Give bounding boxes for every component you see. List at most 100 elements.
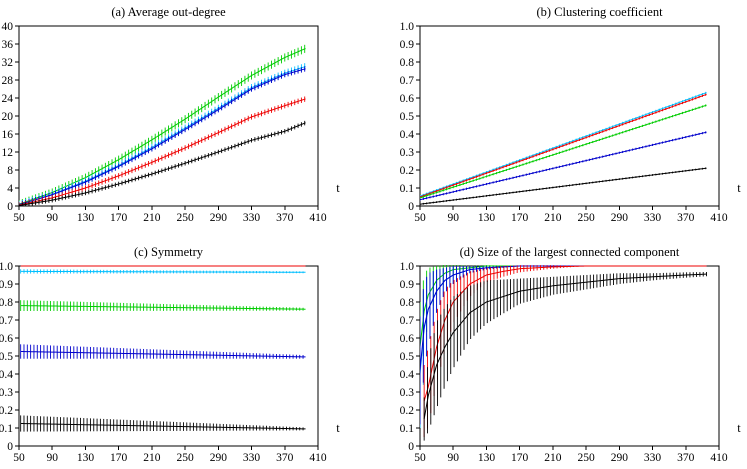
series-green (19, 44, 306, 206)
x-tick-label: 170 (110, 212, 128, 224)
y-tick-label: 0.9 (0, 279, 13, 291)
x-tick-label: 50 (13, 452, 25, 464)
series-green (420, 104, 707, 199)
x-tick-label: 290 (611, 452, 629, 464)
x-tick-label: 330 (644, 452, 662, 464)
x-axis-label: t (336, 421, 340, 435)
y-tick-label: 0 (408, 201, 414, 213)
y-tick-label: 0.4 (400, 369, 415, 381)
y-tick-label: 1.0 (400, 21, 415, 33)
x-tick-label: 410 (710, 212, 728, 224)
plot-area (20, 265, 306, 432)
x-tick-label: 50 (414, 452, 426, 464)
y-tick-label: 0.2 (0, 405, 13, 417)
x-tick-label: 90 (447, 212, 459, 224)
y-tick-label: 8 (7, 165, 13, 177)
y-tick-label: 0.7 (400, 315, 415, 327)
x-tick-label: 130 (478, 212, 496, 224)
plot-frame (419, 265, 720, 447)
y-tick-label: 12 (2, 147, 14, 159)
x-tick-label: 250 (577, 212, 595, 224)
x-tick-label: 170 (511, 452, 529, 464)
x-tick-label: 370 (677, 212, 695, 224)
y-tick-label: 0 (7, 201, 13, 213)
series-red (423, 265, 707, 437)
x-tick-label: 290 (210, 212, 228, 224)
series-cyan (20, 269, 306, 274)
y-tick-label: 32 (2, 57, 14, 69)
x-tick-label: 50 (13, 212, 25, 224)
y-tick-label: 0 (408, 441, 414, 453)
y-tick-label: 0.5 (0, 351, 13, 363)
x-tick-label: 130 (478, 452, 496, 464)
x-tick-label: 210 (544, 452, 562, 464)
y-tick-label: 1.0 (0, 261, 13, 273)
series-line-black (423, 273, 707, 420)
series-blue (20, 344, 306, 359)
x-tick-label: 370 (276, 452, 294, 464)
x-tick-label: 370 (276, 212, 294, 224)
x-tick-label: 250 (577, 452, 595, 464)
x-tick-label: 290 (210, 452, 228, 464)
y-tick-label: 1.0 (400, 261, 415, 273)
series-line-green (19, 48, 306, 205)
y-tick-label: 0.2 (400, 165, 415, 177)
x-axis-label: t (737, 181, 741, 195)
series-blue (420, 131, 707, 201)
y-tick-label: 28 (2, 75, 14, 87)
plot-frame (18, 25, 319, 207)
panel-average-out-degree: (a) Average out-degree 50 90 130 170 210 250 29… (2, 5, 341, 224)
x-tick-label: 250 (176, 212, 194, 224)
y-tick-label: 0.4 (400, 129, 415, 141)
y-tick-label: 0 (7, 441, 13, 453)
y-tick-label: 0.5 (400, 111, 415, 123)
y-tick-label: 36 (2, 39, 14, 51)
x-tick-label: 290 (611, 212, 629, 224)
y-tick-label: 24 (2, 93, 14, 105)
plot-area (19, 44, 306, 206)
x-tick-label: 90 (46, 212, 58, 224)
y-tick-label: 0.7 (0, 315, 13, 327)
panel-symmetry: (c) Symmetry 50 90 130 170 210 250 290 330 370 410… (0, 245, 340, 464)
x-tick-label: 210 (544, 212, 562, 224)
y-tick-label: 0.2 (400, 405, 415, 417)
y-tick-label: 0.4 (0, 369, 13, 381)
series-black (423, 271, 707, 441)
panel-clustering-coefficient: (b) Clustering coefficient 50 90 130 170 210 2… (400, 5, 742, 224)
y-tick-label: 0.8 (0, 297, 13, 309)
x-tick-label: 170 (110, 452, 128, 464)
y-tick-label: 0.3 (400, 147, 415, 159)
x-tick-label: 330 (644, 212, 662, 224)
x-tick-label: 210 (143, 212, 161, 224)
series-line-red (423, 265, 707, 402)
chart-title: (c) Symmetry (134, 245, 204, 259)
y-tick-label: 16 (2, 129, 14, 141)
x-tick-label: 410 (309, 452, 327, 464)
x-tick-label: 250 (176, 452, 194, 464)
y-tick-label: 0.8 (400, 57, 415, 69)
chart-title: (d) Size of the largest connected compon… (460, 245, 680, 259)
chart-title: (a) Average out-degree (111, 5, 226, 19)
panel-largest-connected-component: (d) Size of the largest connected compon… (400, 245, 742, 464)
x-axis-label: t (737, 421, 741, 435)
y-tick-label: 0.9 (400, 279, 415, 291)
y-tick-label: 0.1 (400, 183, 415, 195)
x-tick-label: 410 (309, 212, 327, 224)
x-axis-label: t (336, 181, 340, 195)
x-tick-label: 330 (243, 212, 261, 224)
y-tick-label: 40 (2, 21, 14, 33)
x-tick-label: 370 (677, 452, 695, 464)
y-tick-label: 0.6 (400, 93, 415, 105)
series-black (420, 167, 707, 206)
y-tick-label: 0.9 (400, 39, 415, 51)
series-blue (19, 66, 306, 206)
x-tick-label: 90 (447, 452, 459, 464)
x-tick-label: 50 (414, 212, 426, 224)
y-tick-label: 4 (7, 183, 13, 195)
y-tick-label: 0.3 (400, 387, 415, 399)
series-red (19, 96, 306, 206)
y-tick-label: 0.6 (0, 333, 13, 345)
y-tick-label: 0.3 (0, 387, 13, 399)
y-tick-label: 0.1 (400, 423, 415, 435)
